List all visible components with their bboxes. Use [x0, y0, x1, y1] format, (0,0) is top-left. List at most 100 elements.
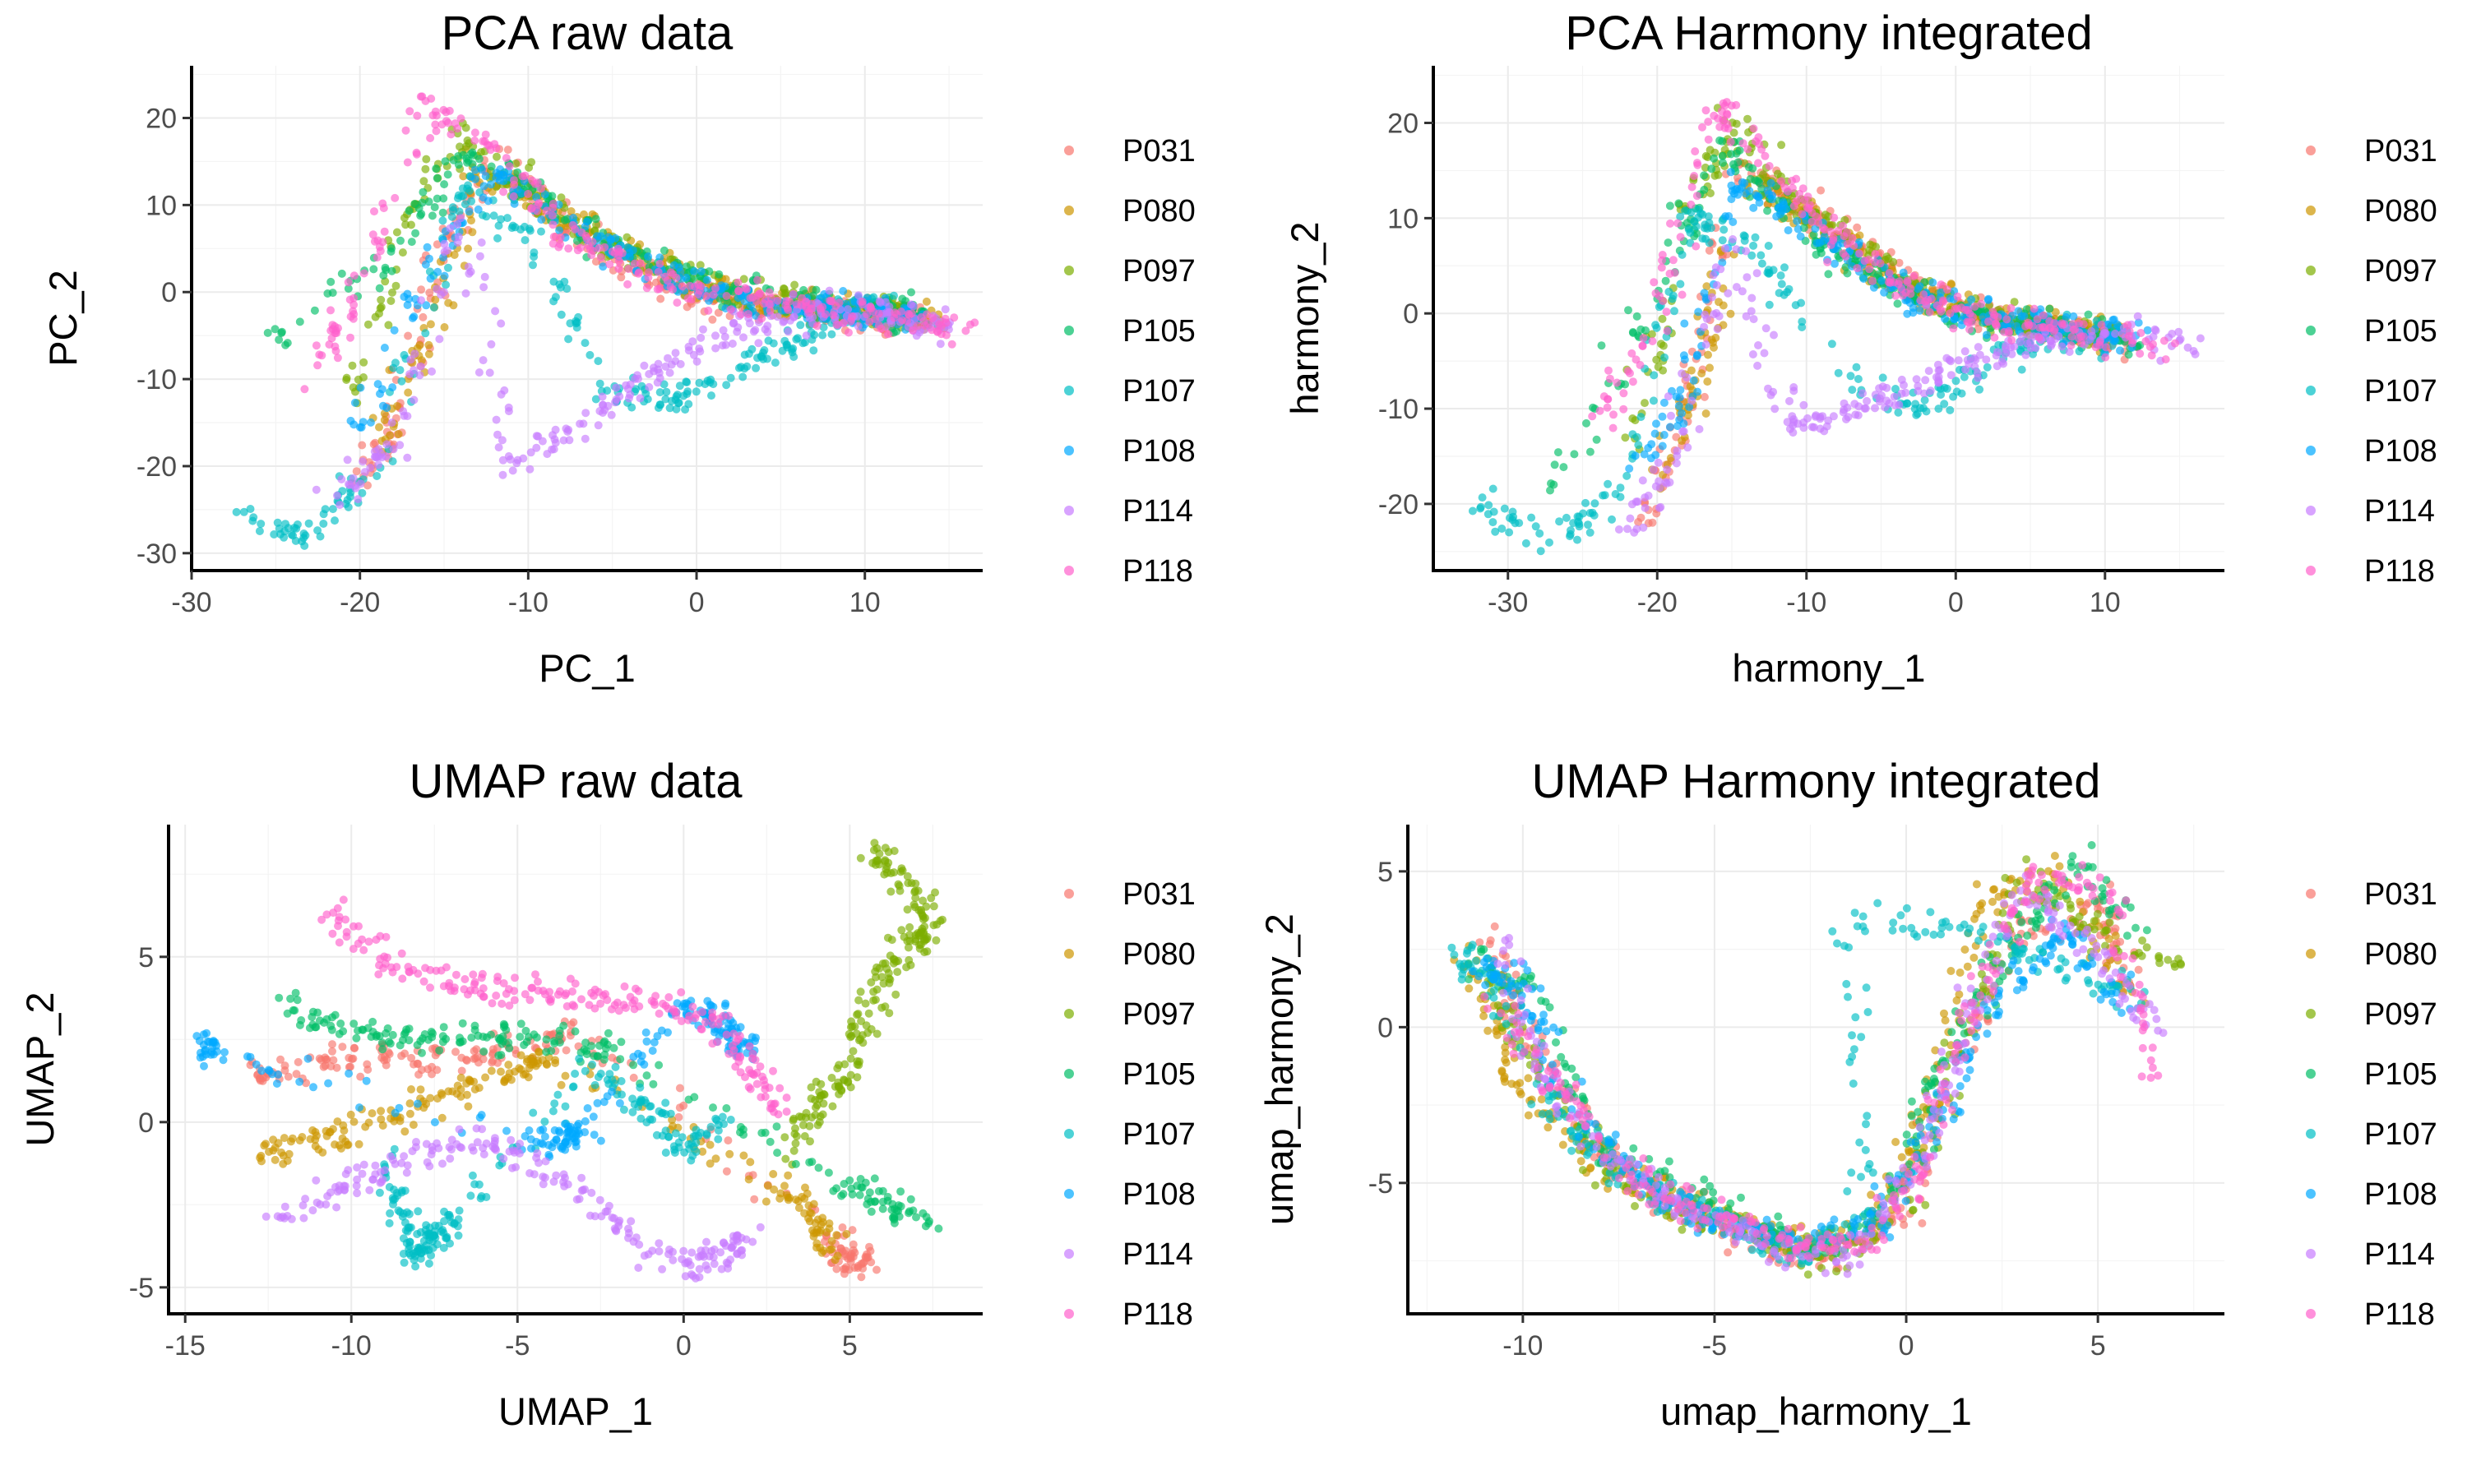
data-point-p105 [400, 1030, 409, 1038]
data-point-p105 [306, 1024, 314, 1032]
data-point-p118 [373, 253, 382, 261]
data-point-p031 [504, 146, 512, 154]
data-point-p031 [428, 1070, 436, 1079]
data-point-p107 [1573, 536, 1581, 544]
data-point-p114 [907, 300, 915, 308]
data-point-p114 [375, 445, 383, 453]
data-point-p105 [475, 155, 484, 163]
legend-label-p114: P114 [2364, 494, 2435, 529]
data-point-p108 [569, 214, 577, 222]
data-point-p107 [1678, 251, 1687, 259]
data-point-p080 [739, 1152, 748, 1160]
data-point-p080 [441, 323, 449, 331]
data-point-p097 [1621, 433, 1629, 442]
data-point-p118 [2039, 312, 2048, 320]
data-point-p107 [1489, 485, 1497, 493]
data-point-p031 [404, 332, 412, 340]
data-point-p114 [1947, 371, 1956, 379]
data-point-p107 [1484, 501, 1493, 509]
data-point-p031 [294, 1058, 303, 1066]
data-point-p107 [313, 526, 322, 534]
data-point-p107 [798, 339, 807, 347]
data-point-p118 [381, 228, 389, 236]
data-point-p118 [766, 289, 774, 297]
data-point-p105 [296, 317, 304, 326]
data-point-p118 [678, 282, 687, 290]
data-point-p108 [382, 404, 391, 412]
data-point-p118 [1897, 284, 1905, 293]
data-point-p118 [528, 204, 536, 212]
data-point-p080 [350, 1118, 359, 1126]
data-point-p105 [643, 1071, 651, 1079]
data-point-p080 [842, 1230, 850, 1238]
data-point-p118 [595, 244, 604, 252]
data-point-p105 [1551, 460, 1559, 469]
data-point-p105 [581, 1046, 589, 1054]
data-point-p105 [907, 289, 915, 297]
legend-label-p118: P118 [1122, 554, 1193, 589]
data-point-p114 [690, 351, 698, 359]
data-point-p080 [745, 1176, 753, 1184]
data-point-p114 [581, 409, 590, 417]
data-point-p114 [410, 396, 418, 405]
data-point-p107 [1608, 515, 1616, 524]
data-point-p118 [584, 241, 592, 249]
data-point-p097 [527, 158, 535, 166]
data-point-p080 [795, 1204, 803, 1212]
data-point-p114 [1808, 423, 1817, 431]
legend-key-p080 [1064, 206, 1074, 215]
data-point-p108 [1752, 192, 1761, 200]
scatter-points [192, 839, 947, 1283]
data-point-p118 [1812, 212, 1821, 220]
data-point-p107 [391, 358, 400, 367]
data-point-p114 [789, 313, 798, 321]
data-point-p118 [1650, 278, 1658, 286]
data-point-p031 [872, 1266, 881, 1274]
data-point-p118 [1640, 334, 1648, 342]
data-point-p118 [1821, 225, 1829, 233]
data-point-p118 [752, 298, 761, 306]
data-point-p114 [1716, 265, 1724, 273]
y-tick-label: 20 [146, 104, 177, 135]
data-point-p080 [1715, 298, 1723, 306]
data-point-p097 [873, 856, 882, 864]
data-point-p105 [857, 1175, 865, 1183]
data-point-p097 [879, 959, 887, 968]
data-point-p108 [1877, 277, 1886, 285]
data-point-p114 [532, 444, 540, 452]
data-point-p105 [561, 216, 569, 224]
data-point-p108 [1967, 295, 1975, 303]
data-point-p114 [417, 363, 425, 371]
x-tick-label: 10 [2090, 587, 2121, 618]
data-point-p118 [643, 284, 651, 292]
data-point-p097 [903, 937, 911, 945]
data-point-p107 [1581, 499, 1590, 507]
data-point-p114 [608, 411, 616, 419]
data-point-p107 [1562, 514, 1571, 522]
data-point-p118 [2136, 329, 2145, 337]
data-point-p031 [836, 1244, 845, 1252]
data-point-p114 [1721, 244, 1729, 252]
data-point-p114 [1753, 269, 1761, 277]
data-point-p118 [1830, 214, 1838, 222]
data-point-p118 [554, 243, 562, 252]
series-p118 [1588, 98, 2179, 432]
x-tick-label: -30 [1488, 587, 1528, 618]
data-point-p097 [819, 1111, 827, 1119]
data-point-p118 [2007, 336, 2016, 344]
data-point-p105 [1624, 306, 1632, 314]
data-point-p114 [942, 305, 950, 313]
data-point-p080 [404, 389, 412, 397]
data-point-p108 [409, 314, 417, 322]
data-point-p105 [378, 1038, 386, 1047]
data-point-p107 [249, 513, 257, 521]
data-point-p080 [323, 1132, 331, 1140]
data-point-p107 [391, 1145, 399, 1153]
data-point-p080 [1703, 377, 1711, 386]
data-point-p107 [1916, 404, 1924, 412]
data-point-p105 [2085, 311, 2093, 319]
data-point-p105 [369, 1028, 377, 1036]
data-point-p031 [864, 1253, 872, 1261]
